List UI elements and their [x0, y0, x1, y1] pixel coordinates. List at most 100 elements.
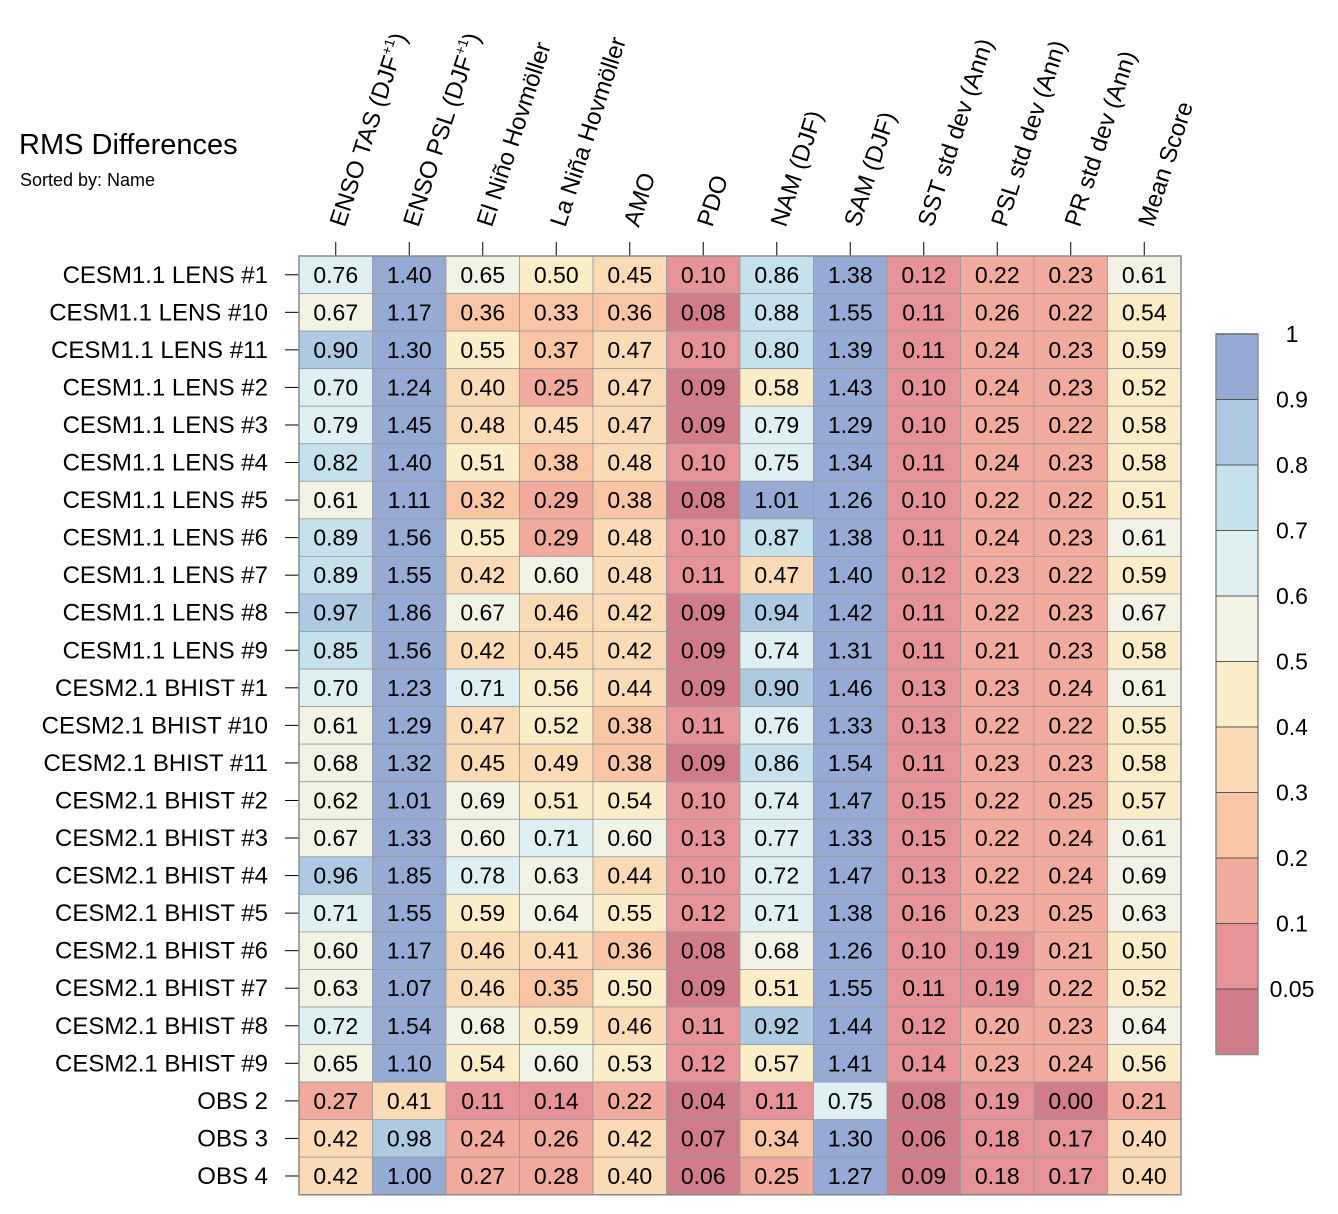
- heatmap-cell: [739, 593, 814, 632]
- cell-value-label: 0.09: [681, 637, 726, 663]
- row-label: CESM2.1 BHIST #8: [55, 1013, 268, 1040]
- cell-value-label: 0.10: [681, 525, 726, 551]
- cell-value-label: 0.46: [460, 938, 505, 964]
- heatmap-cell: [592, 856, 667, 895]
- heatmap-cell: [960, 556, 1035, 595]
- cell-value-label: 0.22: [975, 712, 1020, 738]
- cell-value-label: 1.32: [387, 750, 432, 776]
- heatmap-cell: [886, 893, 961, 933]
- heatmap-cell: [886, 480, 961, 520]
- cell-value-label: 0.56: [534, 675, 579, 701]
- cell-value-label: 0.47: [607, 412, 652, 438]
- cell-value-label: 0.22: [1048, 299, 1093, 325]
- cell-value-label: 0.97: [313, 600, 358, 626]
- heatmap-cell: [813, 368, 888, 407]
- heatmap-cell: [666, 931, 741, 970]
- cell-value-label: 0.24: [1048, 825, 1093, 851]
- heatmap-cell: [1107, 743, 1182, 783]
- heatmap-cell: [666, 593, 741, 632]
- cell-value-label: 0.23: [1048, 525, 1093, 551]
- cell-value-label: 1.55: [387, 900, 432, 926]
- heatmap-cell: [666, 480, 741, 520]
- heatmap-cell: [519, 368, 594, 407]
- cell-value-label: 0.47: [460, 712, 505, 738]
- cell-value-label: 0.15: [901, 825, 946, 851]
- cell-value-label: 0.10: [681, 863, 726, 889]
- heatmap-cell: [445, 405, 520, 445]
- cell-value-label: 0.90: [313, 337, 358, 363]
- heatmap-cell: [445, 743, 520, 783]
- heatmap-cell: [298, 856, 373, 895]
- cell-value-label: 0.09: [901, 1163, 946, 1189]
- cell-value-label: 0.47: [607, 374, 652, 400]
- heatmap-cell: [886, 668, 961, 707]
- heatmap-cell: [1033, 443, 1108, 482]
- heatmap-cell: [666, 706, 741, 745]
- cell-value-label: 0.24: [975, 450, 1020, 476]
- cell-value-label: 0.26: [975, 299, 1020, 325]
- heatmap-cell: [445, 1119, 520, 1158]
- heatmap-cell: [1033, 293, 1108, 332]
- heatmap-cell: [960, 443, 1035, 482]
- cell-value-label: 0.61: [1122, 525, 1167, 551]
- cell-value-label: 0.22: [1048, 712, 1093, 738]
- cell-value-label: 0.17: [1048, 1125, 1093, 1151]
- cell-value-label: 0.53: [607, 1050, 652, 1076]
- row-label: CESM2.1 BHIST #9: [55, 1050, 268, 1077]
- heatmap-cell: [813, 1119, 888, 1158]
- heatmap-cell: [592, 330, 667, 370]
- cell-value-label: 0.71: [460, 675, 505, 701]
- cell-value-label: 0.25: [1048, 900, 1093, 926]
- heatmap-cell: [739, 405, 814, 445]
- cell-value-label: 0.17: [1048, 1163, 1093, 1189]
- cell-value-label: 0.19: [975, 1088, 1020, 1114]
- cell-value-label: 0.11: [902, 299, 945, 325]
- heatmap-cell: [739, 969, 814, 1008]
- colorbar-swatch: [1216, 530, 1258, 596]
- cell-value-label: 0.23: [1048, 600, 1093, 626]
- heatmap-cell: [666, 631, 741, 670]
- cell-value-label: 1.40: [387, 262, 432, 288]
- cell-value-label: 0.38: [607, 750, 652, 776]
- heatmap-cell: [739, 480, 814, 520]
- heatmap-cell: [592, 1081, 667, 1121]
- row-label: CESM1.1 LENS #4: [63, 450, 268, 477]
- cell-value-label: 0.76: [313, 262, 358, 288]
- cell-value-label: 0.72: [313, 1013, 358, 1039]
- cell-value-label: 0.22: [975, 863, 1020, 889]
- cell-value-label: 0.10: [901, 938, 946, 964]
- cell-value-label: 1.86: [387, 600, 432, 626]
- cell-value-label: 1.33: [828, 712, 873, 738]
- cell-value-label: 0.64: [1122, 1013, 1167, 1039]
- cell-value-label: 0.27: [460, 1163, 505, 1189]
- heatmap-cell: [960, 368, 1035, 407]
- row-label: CESM2.1 BHIST #10: [42, 712, 268, 739]
- cell-value-label: 0.06: [681, 1163, 726, 1189]
- heatmap-cell: [960, 931, 1035, 970]
- heatmap-cell: [519, 893, 594, 933]
- cell-value-label: 0.25: [975, 412, 1020, 438]
- cell-value-label: 1.47: [828, 863, 873, 889]
- cell-value-label: 0.80: [754, 337, 799, 363]
- heatmap-cell: [592, 405, 667, 445]
- cell-value-label: 0.45: [534, 412, 579, 438]
- heatmap-cell: [739, 743, 814, 783]
- cell-value-label: 0.22: [1048, 412, 1093, 438]
- cell-value-label: 0.23: [1048, 262, 1093, 288]
- column-label: PDO: [692, 172, 734, 230]
- cell-value-label: 0.22: [975, 487, 1020, 513]
- cell-value-label: 0.64: [534, 900, 579, 926]
- heatmap-cell: [298, 368, 373, 407]
- cell-value-label: 0.61: [1122, 675, 1167, 701]
- heatmap-cell: [519, 405, 594, 445]
- cell-value-label: 0.32: [460, 487, 505, 513]
- cell-value-label: 0.76: [754, 712, 799, 738]
- cell-value-label: 0.50: [534, 262, 579, 288]
- cell-value-label: 0.74: [754, 787, 799, 813]
- heatmap-cell: [886, 330, 961, 370]
- cell-value-label: 0.19: [975, 975, 1020, 1001]
- heatmap-cell: [960, 818, 1035, 858]
- heatmap-cell: [298, 706, 373, 745]
- cell-value-label: 0.60: [313, 938, 358, 964]
- cell-value-label: 0.10: [901, 374, 946, 400]
